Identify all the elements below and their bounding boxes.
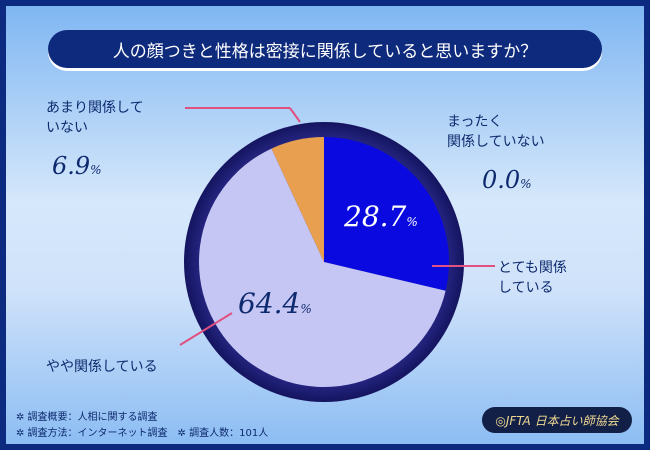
pie-slice-3 [271, 137, 324, 262]
pie-slice-2 [198, 148, 446, 387]
label-very: とても関係 している [498, 260, 567, 296]
leader-line-somewhat [179, 312, 233, 346]
pct-label-little: 6.9% [52, 152, 102, 180]
pie-slice-0 [324, 137, 449, 291]
label-little: あまり関係して いない [46, 100, 144, 136]
footer-survey-summary: ✲ 調査概要：人相に関する調査 [16, 412, 158, 423]
jfta-logo: ◎JFTA 日本占い師協会 [482, 407, 632, 433]
label-none: まったく 関係していない [447, 114, 545, 150]
pct-label-none: 0.0% [482, 166, 532, 194]
pct-label-very: 28.7% [344, 200, 418, 233]
chart-title: 人の顔つきと性格は密接に関係していると思いますか？ [48, 30, 602, 68]
label-somewhat: やや関係している [46, 359, 158, 375]
pct-label-somewhat: 64.4% [238, 287, 312, 320]
leader-line-little [289, 107, 301, 123]
footer-survey-method: ✲ 調査方法：インターネット調査 ✲ 調査人数：101人 [16, 428, 269, 439]
